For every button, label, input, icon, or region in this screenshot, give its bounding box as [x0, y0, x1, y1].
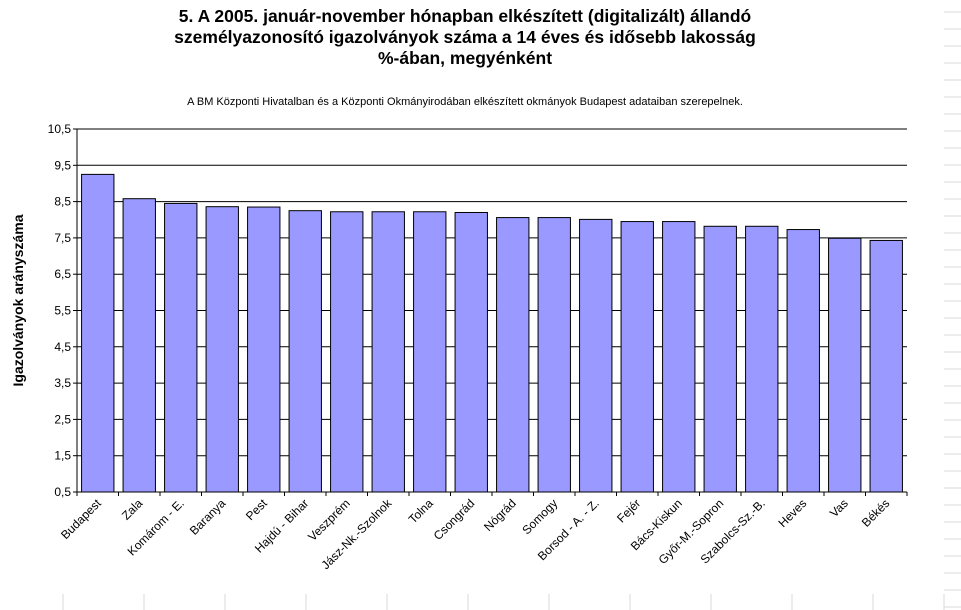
x-tick-label: Békés [859, 496, 892, 529]
bar-15 [662, 221, 696, 493]
bar-13 [579, 218, 613, 493]
y-tick-label: 8,5 [54, 195, 71, 209]
bar-16 [703, 225, 737, 493]
bar-9 [413, 211, 447, 493]
chart-title-line: %-ában, megyénként [377, 48, 553, 68]
y-tick-label: 2,5 [54, 412, 71, 426]
x-tick-label: Nógrád [481, 496, 519, 534]
y-axis-title: Igazolványok arányszáma [10, 214, 26, 386]
bar-1 [81, 173, 115, 493]
bar-2 [122, 198, 156, 493]
x-tick-label: Vas [827, 496, 851, 520]
bar-18 [786, 229, 820, 493]
y-tick-label: 9,5 [54, 158, 71, 172]
x-tick-label: Fejér [614, 496, 643, 525]
bar-8 [371, 211, 405, 493]
y-tick-label: 10,5 [48, 122, 72, 136]
chart-title-line: 5. A 2005. január-november hónapban elké… [178, 6, 752, 26]
bar-10 [454, 211, 488, 493]
x-tick-label: Somogy [519, 496, 560, 537]
bar-20 [869, 239, 903, 493]
y-tick-label: 1,5 [54, 449, 71, 463]
bar-3 [164, 202, 198, 493]
x-tick-label: Budapest [58, 496, 104, 542]
y-tick-label: 3,5 [54, 376, 71, 390]
x-tick-label: Tolna [406, 496, 436, 526]
x-tick-label: Jász-Nk.-Szolnok [318, 496, 395, 573]
bar-12 [537, 217, 571, 493]
x-tick-label: Baranya [187, 496, 229, 538]
x-tick-label: Heves [775, 496, 809, 530]
y-tick-label: 6,5 [54, 267, 71, 281]
bar-6 [288, 210, 322, 493]
bar-19 [828, 237, 862, 493]
bar-7 [330, 211, 364, 493]
chart-subtitle: A BM Központi Hivatalban és a Központi O… [187, 96, 743, 108]
y-tick-label: 4,5 [54, 340, 71, 354]
y-tick-label: 0,5 [54, 485, 71, 499]
bar-5 [247, 206, 281, 493]
x-tick-label: Pest [243, 496, 270, 523]
x-tick-label: Csongrád [431, 496, 478, 543]
bar-14 [620, 221, 654, 493]
bar-4 [205, 206, 239, 493]
bar-11 [496, 217, 530, 493]
y-tick-label: 5,5 [54, 304, 71, 318]
y-tick-label: 7,5 [54, 231, 71, 245]
chart-title-line: személyazonosító igazolványok száma a 14… [174, 27, 756, 47]
chart-title: 5. A 2005. január-november hónapban elké… [60, 6, 870, 69]
bar-17 [745, 225, 779, 493]
x-tick-label: Zala [119, 496, 146, 523]
